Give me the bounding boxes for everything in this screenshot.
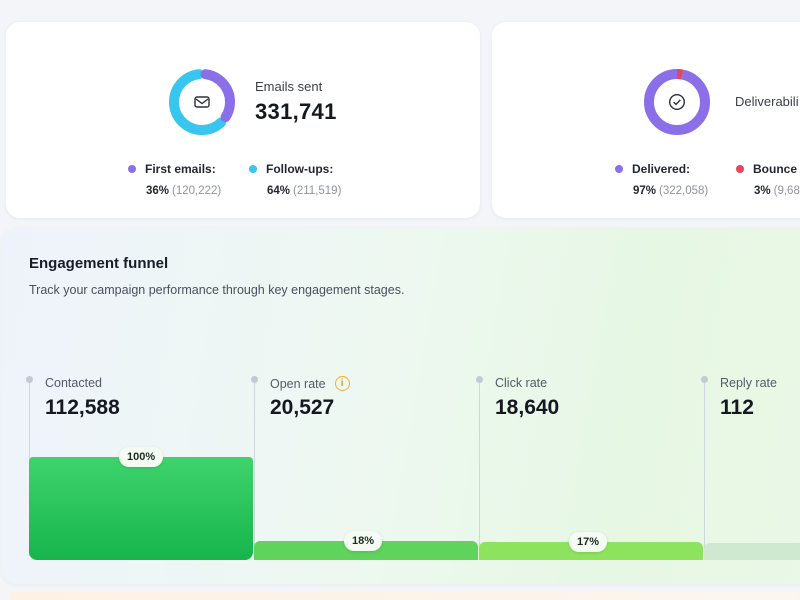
legend-bounced: Bounce 3% (9,68 [736,162,800,197]
legend-label: Follow-ups: [266,162,334,176]
funnel-stage-reply-rate[interactable]: Reply rate 112 [701,372,800,562]
deliverability-donut-chart [642,67,712,137]
stage-percent-pill: 18% [344,531,383,552]
legend-percent: 3% [754,185,771,197]
legend-percent: 64% [267,185,291,197]
legend-percent: 36% [146,185,170,197]
legend-count: (211,519) [293,185,342,197]
legend-first-emails: First emails: 36% (120,222) [128,162,221,197]
bounced-segment [644,69,710,135]
stage-value: 18,640 [495,396,560,419]
legend-dot-icon [615,165,623,173]
emails-sent-label: Emails sent [255,79,323,94]
funnel-stage-click-rate[interactable]: Click rate 18,640 17% [476,372,704,562]
legend-label: First emails: [145,162,216,176]
stage-value: 112,588 [45,396,120,419]
stage-value: 20,527 [270,396,335,419]
deliverability-card: Deliverabili Delivered: 97% (322,058) Bou… [492,22,800,218]
funnel-stage-contacted[interactable]: Contacted 112,588 100% [26,372,254,562]
legend-dot-icon [249,165,257,173]
stage-label: Click rate [495,376,548,390]
stage-bar [704,543,800,560]
stage-label: Contacted [45,376,102,390]
funnel-title: Engagement funnel [29,255,169,272]
legend-count: (120,222) [172,185,222,197]
stage-dot [701,376,708,383]
check-circle-icon [666,91,688,113]
legend-count: (9,68 [773,185,800,197]
emails-donut-svg [169,69,235,135]
stage-divider [704,380,705,556]
stage-dot [26,376,33,383]
legend-label: Bounce [753,162,798,176]
next-panel-edge [10,592,800,600]
stage-divider [479,380,480,556]
deliverability-donut-svg [644,69,710,135]
legend-count: (322,058) [659,185,709,197]
info-icon[interactable]: i [334,376,350,391]
first-emails-segment [169,69,235,135]
legend-dot-icon [128,165,136,173]
emails-donut-chart [167,67,237,137]
stage-bar [29,457,253,560]
legend-dot-icon [736,165,744,173]
funnel-stage-open-rate[interactable]: Open rate i 20,527 18% [251,372,479,562]
legend-followups: Follow-ups: 64% (211,519) [249,162,341,197]
legend-percent: 97% [633,185,657,197]
emails-sent-value: 331,741 [255,99,337,124]
stage-divider [254,380,255,556]
stage-label: Reply rate [720,376,777,390]
mail-icon [191,91,213,113]
emails-sent-card: Emails sent 331,741 First emails: 36% (12… [6,22,480,218]
stage-dot [251,376,258,383]
funnel-subtitle: Track your campaign performance through … [29,283,405,297]
engagement-funnel-panel: Engagement funnel Track your campaign pe… [2,228,800,584]
legend-delivered: Delivered: 97% (322,058) [615,162,708,197]
deliverability-label: Deliverabili [735,94,799,109]
stage-percent-pill: 17% [569,532,608,553]
stage-percent-pill: 100% [119,447,164,467]
stage-label: Open rate i [270,376,350,391]
stage-dot [476,376,483,383]
legend-label: Delivered: [632,162,691,176]
stage-value: 112 [720,396,754,419]
